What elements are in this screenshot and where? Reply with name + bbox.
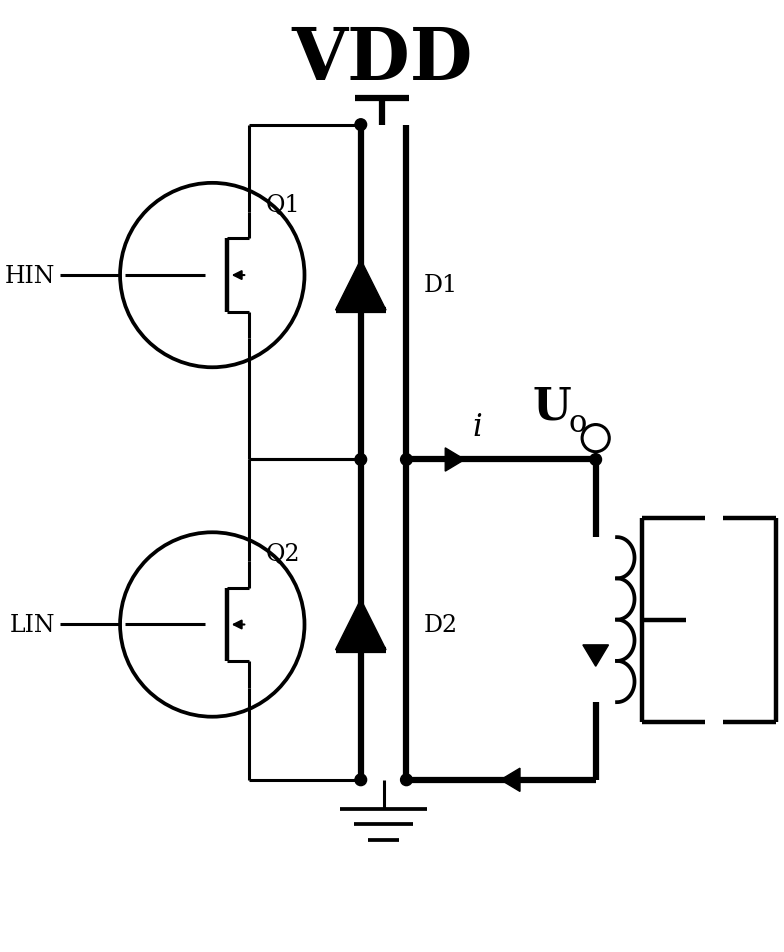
Circle shape [355, 774, 367, 785]
Text: D1: D1 [424, 274, 458, 297]
Circle shape [590, 454, 601, 466]
Text: i: i [473, 411, 482, 443]
Circle shape [355, 120, 367, 131]
Polygon shape [336, 260, 386, 310]
Circle shape [355, 454, 367, 466]
Circle shape [401, 774, 412, 785]
Polygon shape [500, 768, 520, 792]
Text: U: U [532, 386, 572, 428]
Polygon shape [583, 645, 608, 666]
Text: Q2: Q2 [266, 543, 300, 565]
Text: HIN: HIN [5, 265, 55, 288]
Polygon shape [445, 448, 465, 471]
Circle shape [401, 454, 412, 466]
Text: o: o [568, 407, 587, 439]
Text: D2: D2 [424, 613, 458, 636]
Text: LIN: LIN [9, 613, 55, 636]
Text: VDD: VDD [292, 24, 473, 94]
Polygon shape [336, 600, 386, 650]
Text: Q1: Q1 [266, 193, 300, 216]
